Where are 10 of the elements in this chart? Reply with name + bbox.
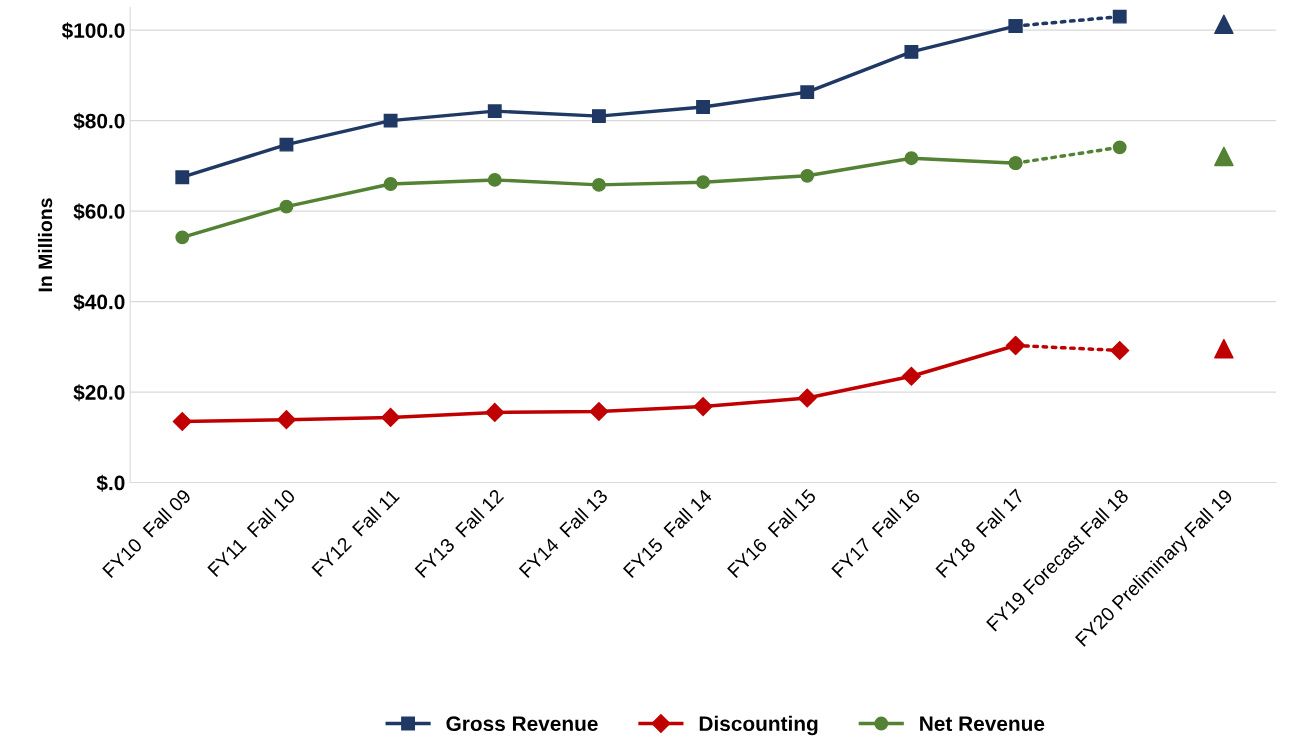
legend-label: Gross Revenue	[446, 716, 598, 732]
legend-label: Discounting	[699, 715, 818, 736]
legend-label: Net Revenue	[920, 716, 1045, 732]
y-tick-label: $.0	[96, 474, 125, 492]
y-tick-label: $100.0	[61, 22, 125, 40]
y-tick-label: $80.0	[73, 112, 125, 130]
y-tick-label: $40.0	[73, 293, 125, 311]
y-axis-title: In Millions	[37, 198, 53, 292]
y-tick-label: $20.0	[73, 384, 125, 402]
y-tick-label: $60.0	[73, 203, 125, 221]
